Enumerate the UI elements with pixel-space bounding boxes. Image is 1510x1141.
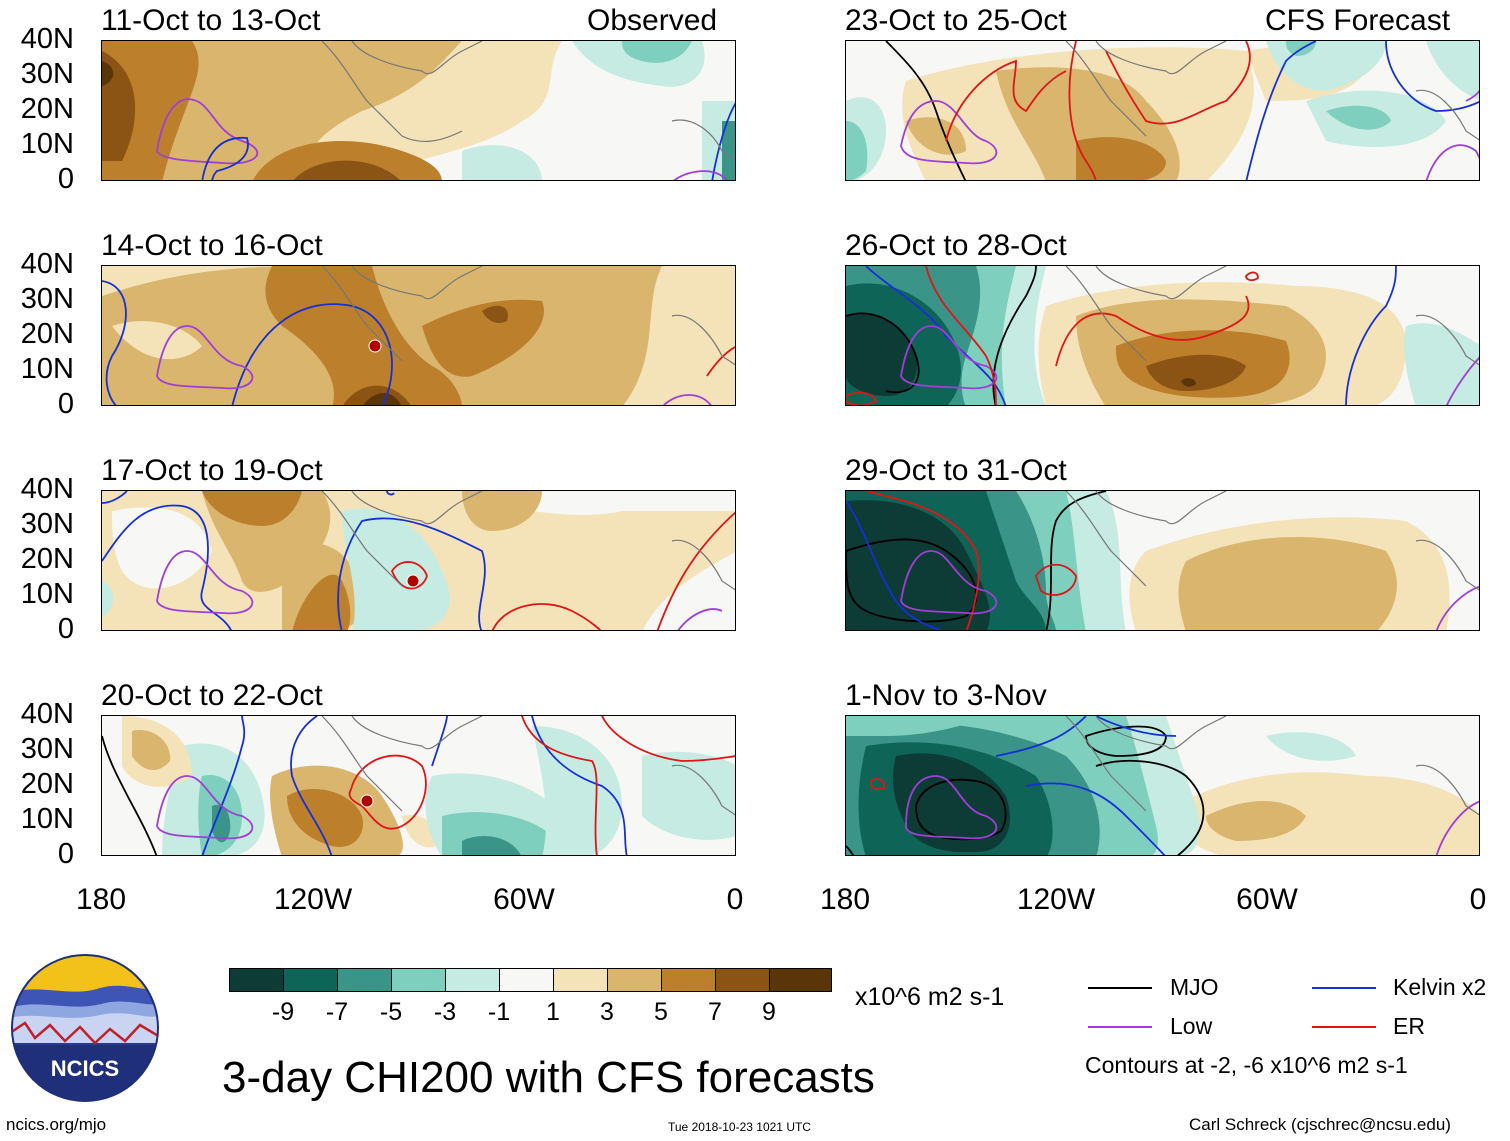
colorbar-swatch [553, 968, 608, 992]
colorbar-swatch [499, 968, 554, 992]
storm-marker [406, 574, 420, 588]
lon-label: 180 [75, 883, 127, 916]
colorbar-label: -7 [325, 998, 349, 1026]
map-panel-5 [845, 40, 1480, 181]
map-panel-8 [845, 715, 1480, 856]
contours-note: Contours at -2, -6 x10^6 m2 s-1 [1085, 1052, 1408, 1078]
map-panel-1 [101, 40, 736, 181]
lat-label: 30N [20, 733, 74, 765]
main-title: 3-day CHI200 with CFS forecasts [222, 1053, 875, 1102]
lat-label: 20N [20, 543, 74, 575]
lat-label: 40N [20, 473, 74, 505]
footer-url[interactable]: ncics.org/mjo [6, 1115, 107, 1134]
lon-label: 0 [1469, 883, 1487, 916]
lat-label: 20N [20, 318, 74, 350]
panel-title-8: 1-Nov to 3-Nov [845, 679, 1047, 712]
lat-label: 10N [20, 803, 74, 835]
lon-label: 180 [819, 883, 871, 916]
colorbar-swatch [337, 968, 392, 992]
lon-label: 0 [726, 883, 744, 916]
colorbar-label: 7 [708, 998, 722, 1026]
lat-label: 0 [57, 613, 74, 645]
panel-title-7: 29-Oct to 31-Oct [845, 454, 1067, 487]
logo-text: NCICS [51, 1056, 119, 1081]
legend-label-low: Low [1170, 1013, 1213, 1039]
colorbar-label: -5 [379, 998, 403, 1026]
colorbar-swatch [229, 968, 284, 992]
lat-label: 10N [20, 578, 74, 610]
lon-label: 120W [273, 883, 353, 916]
panel-title-5: 23-Oct to 25-Oct [845, 4, 1067, 37]
lat-label: 30N [20, 283, 74, 315]
colorbar-swatch [661, 968, 716, 992]
legend-line-mjo [1088, 987, 1152, 989]
legend-line-kelvin [1312, 987, 1376, 989]
legend-line-low [1088, 1026, 1152, 1028]
colorbar-units: x10^6 m2 s-1 [855, 983, 1005, 1011]
lat-label: 0 [57, 388, 74, 420]
legend-label-er: ER [1393, 1013, 1425, 1039]
lon-label: 60W [1236, 883, 1298, 916]
lon-label: 60W [493, 883, 555, 916]
ncics-logo: NCICS [10, 953, 160, 1103]
lat-label: 0 [57, 163, 74, 195]
colorbar-swatch [445, 968, 500, 992]
colorbar-label: -1 [487, 998, 511, 1026]
colorbar-label: 5 [654, 998, 668, 1026]
map-panel-2 [101, 265, 736, 406]
lat-label: 10N [20, 128, 74, 160]
lat-label: 10N [20, 353, 74, 385]
panel-title-3: 17-Oct to 19-Oct [101, 454, 323, 487]
lon-label: 120W [1016, 883, 1096, 916]
legend-line-er [1312, 1026, 1376, 1028]
panel-title-4: 20-Oct to 22-Oct [101, 679, 323, 712]
panel-tag-observed: Observed [587, 4, 718, 37]
colorbar-label: -3 [433, 998, 457, 1026]
storm-marker [368, 339, 382, 353]
footer-timestamp: Tue 2018-10-23 1021 UTC [668, 1120, 811, 1134]
lat-label: 40N [20, 23, 74, 55]
colorbar-swatch [391, 968, 446, 992]
footer-author: Carl Schreck (cjschrec@ncsu.edu) [1189, 1115, 1451, 1134]
panel-title-6: 26-Oct to 28-Oct [845, 229, 1067, 262]
panel-tag-forecast: CFS Forecast [1265, 4, 1451, 37]
panel-title-1: 11-Oct to 13-Oct [101, 4, 321, 37]
colorbar-label: 3 [600, 998, 614, 1026]
map-panel-7 [845, 490, 1480, 631]
colorbar-label: 9 [762, 998, 776, 1026]
lat-label: 40N [20, 248, 74, 280]
lat-label: 30N [20, 58, 74, 90]
lat-label: 40N [20, 698, 74, 730]
legend-label-mjo: MJO [1170, 974, 1219, 1000]
map-panel-4 [101, 715, 736, 856]
storm-marker [360, 794, 374, 808]
lat-label: 20N [20, 768, 74, 800]
legend-label-kelvin: Kelvin x2 [1393, 974, 1487, 1000]
map-panel-3 [101, 490, 736, 631]
panel-title-2: 14-Oct to 16-Oct [101, 229, 323, 262]
colorbar-swatch [283, 968, 338, 992]
map-panel-6 [845, 265, 1480, 406]
colorbar-label: -9 [271, 998, 295, 1026]
lat-label: 20N [20, 93, 74, 125]
colorbar-swatch [715, 968, 770, 992]
lat-label: 30N [20, 508, 74, 540]
colorbar-swatch [607, 968, 662, 992]
colorbar-label: 1 [546, 998, 560, 1026]
colorbar-swatch [769, 968, 832, 992]
lat-label: 0 [57, 838, 74, 870]
